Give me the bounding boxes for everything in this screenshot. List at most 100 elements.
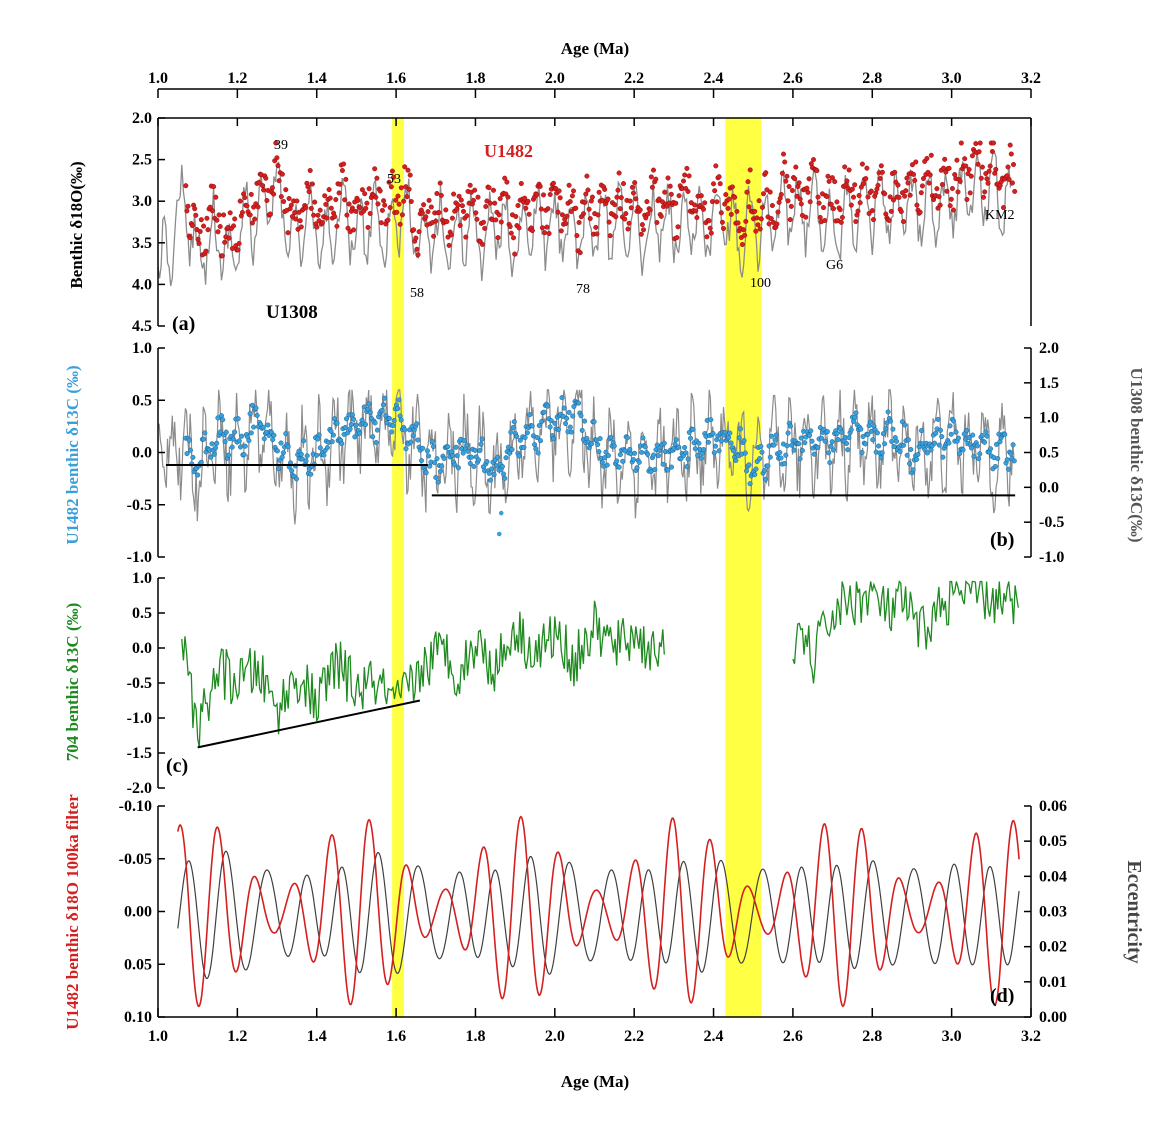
u1482-d18o-point — [707, 225, 713, 231]
u1482-d13c-point — [852, 415, 858, 421]
u1482-d13c-point — [636, 459, 642, 465]
u1482-d18o-point — [365, 224, 371, 230]
u1482-d13c-point — [733, 458, 739, 464]
u1482-d18o-point — [776, 199, 782, 205]
u1482-d18o-point — [798, 201, 804, 207]
u1482-d13c-point — [379, 407, 385, 413]
u1482-d18o-point — [336, 190, 342, 196]
u1482-d13c-point — [247, 411, 253, 417]
u1482-d18o-point — [692, 202, 698, 208]
u1482-d13c-point — [955, 435, 961, 441]
u1482-d18o-point — [726, 196, 732, 202]
u1482-d13c-point — [471, 464, 477, 470]
x-bottom-tick-label: 2.0 — [545, 1028, 565, 1045]
u1482-d18o-point — [805, 189, 811, 195]
u1482-d18o-point — [426, 197, 432, 203]
u1482-d13c-point — [184, 451, 190, 457]
u1482-d13c-point — [477, 448, 483, 454]
u1482-d13c-point — [759, 449, 765, 455]
u1482-d18o-point — [839, 214, 845, 220]
u1482-d13c-point — [791, 447, 797, 453]
u1482-d13c-point — [395, 406, 401, 412]
u1482-d18o-point — [987, 163, 993, 169]
u1482-d18o-point — [315, 212, 321, 218]
u1482-d18o-point — [278, 194, 284, 200]
panel-d-ylabel-right: Eccentricity — [1123, 860, 1145, 963]
u1482-d13c-point — [908, 447, 914, 453]
u1482-d13c-point — [802, 440, 808, 446]
u1482-d13c-point — [198, 459, 204, 465]
u1482-d18o-point — [684, 165, 690, 171]
u1482-d13c-point — [414, 421, 420, 427]
u1482-d13c-point — [386, 415, 392, 421]
u1482-d18o-point — [693, 208, 699, 214]
u1482-d18o-point — [706, 218, 712, 224]
u1482-d18o-point — [647, 207, 653, 213]
u1482-d18o-point — [226, 235, 232, 241]
u1482-d18o-point — [656, 196, 662, 202]
u1482-d18o-point — [557, 195, 563, 201]
u1482-d13c-point — [726, 435, 732, 441]
u1482-d13c-point — [716, 448, 722, 454]
u1482-d18o-point — [351, 227, 357, 233]
704-d13c-line-2 — [792, 579, 1019, 684]
u1482-d13c-point — [835, 437, 841, 443]
u1482-d13c-point — [209, 441, 215, 447]
u1482-d18o-point — [723, 192, 729, 198]
u1482-d18o-point — [227, 210, 233, 216]
u1482-d18o-point — [986, 168, 992, 174]
u1482-d18o-point — [976, 149, 982, 155]
u1482-d13c-point — [449, 453, 455, 459]
u1482-d18o-point — [341, 161, 347, 167]
u1482-d18o-point — [891, 197, 897, 203]
u1482-d13c-point — [334, 420, 340, 426]
u1482-d13c-point — [915, 452, 921, 458]
u1482-d18o-point — [382, 202, 388, 208]
u1482-d18o-point — [372, 166, 378, 172]
u1482-d18o-point — [838, 219, 844, 225]
u1482-d13c-point — [439, 463, 445, 469]
u1482-d18o-point — [201, 223, 207, 229]
u1482-d18o-point — [991, 140, 997, 146]
u1482-d13c-point — [567, 424, 573, 430]
u1482-d13c-point — [728, 440, 734, 446]
u1482-d13c-point — [261, 436, 267, 442]
u1482-d18o-points — [183, 140, 1018, 259]
u1482-d18o-point — [275, 163, 281, 169]
u1482-d18o-point — [256, 179, 262, 185]
u1482-d18o-point — [214, 217, 220, 223]
u1482-d13c-point — [570, 413, 576, 419]
u1482-d13c-point — [933, 430, 939, 436]
u1482-d13c-point — [479, 436, 485, 442]
u1482-d18o-point — [184, 208, 190, 214]
u1482-d18o-point — [381, 198, 387, 204]
u1482-d18o-point — [779, 170, 785, 176]
u1482-d18o-point — [391, 174, 397, 180]
u1482-d18o-point — [388, 184, 394, 190]
u1482-d18o-point — [546, 230, 552, 236]
u1482-d13c-point — [876, 443, 882, 449]
u1482-d18o-point — [936, 194, 942, 200]
u1482-d13c-point — [246, 438, 252, 444]
u1482-d13c-point — [541, 409, 547, 415]
u1482-d18o-point — [621, 181, 627, 187]
u1482-d18o-point — [408, 198, 414, 204]
u1482-d13c-point — [455, 465, 461, 471]
u1482-d13c-point — [971, 454, 977, 460]
u1482-d18o-point — [564, 213, 570, 219]
u1482-d13c-point — [249, 402, 255, 408]
u1482-d18o-point — [937, 202, 943, 208]
u1482-d13c-point — [217, 429, 223, 435]
u1482-d13c-point — [503, 455, 509, 461]
panel-c-y-tick-label: -2.0 — [127, 780, 152, 797]
u1482-d18o-point — [437, 180, 443, 186]
u1482-d13c-point — [844, 441, 850, 447]
u1482-d18o-point — [283, 187, 289, 193]
u1482-d18o-point — [811, 157, 817, 163]
u1482-d13c-point — [655, 453, 661, 459]
u1482-d13c-point — [603, 449, 609, 455]
u1482-d18o-point — [844, 178, 850, 184]
u1482-d18o-point — [222, 239, 228, 245]
u1482-d18o-point — [461, 208, 467, 214]
